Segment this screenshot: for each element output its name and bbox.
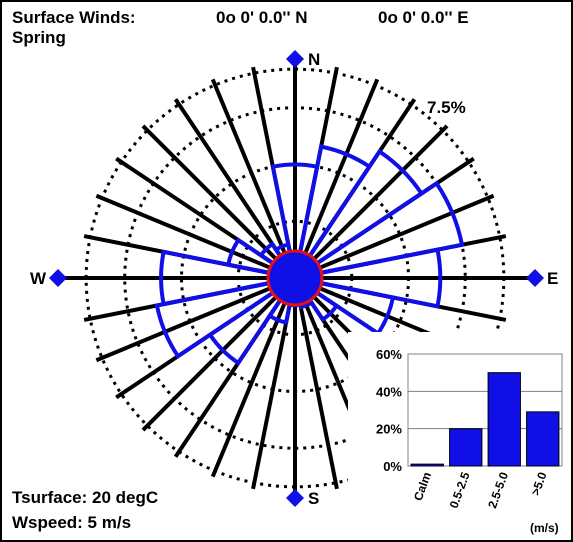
latitude-label: 0o 0' 0.0'' N (216, 8, 308, 27)
inset-category-label: Calm (411, 470, 434, 502)
chart-title: Surface Winds: (12, 8, 136, 27)
direction-spoke (141, 276, 297, 432)
direction-spoke (293, 277, 339, 490)
speed-bar-3 (526, 411, 560, 467)
inset-category-label: 2.5-5.0 (485, 470, 511, 510)
inset-ytick-label: 60% (376, 347, 402, 362)
wind-sector-157.5 (293, 276, 315, 310)
wind-sector-337.5 (273, 242, 297, 280)
compass-label-e: E (547, 269, 558, 288)
wind-sector-270 (159, 249, 296, 307)
compass-marker-e (526, 269, 544, 287)
wind-sector-315 (258, 241, 297, 280)
inset-plot-frame (407, 353, 563, 467)
speed-distribution-chart: 0% 20% 40% 60% Calm 0.5-2.5 2.5-5.0 >5.0 (m/s) (376, 347, 563, 535)
wind-sector-90 (294, 247, 443, 309)
direction-spoke (141, 124, 297, 280)
speed-bar-0 (410, 463, 444, 467)
direction-spoke (95, 193, 296, 280)
compass-label-n: N (308, 50, 320, 69)
speed-bar-1 (449, 428, 483, 467)
wind-sector-67.5 (293, 180, 465, 280)
longitude-label: 0o 0' 0.0'' E (378, 8, 469, 27)
calm-circle (266, 249, 324, 307)
direction-spoke (95, 276, 296, 363)
inset-ytick-label: 40% (376, 384, 402, 399)
direction-spoke (293, 78, 380, 279)
inset-x-axis-label: (m/s) (530, 521, 559, 535)
compass-label-w: W (30, 269, 47, 288)
speed-bar-2 (487, 372, 521, 467)
inset-category-label: 0.5-2.5 (447, 470, 473, 510)
compass-label-s: S (308, 489, 319, 508)
season-label: Spring (12, 28, 66, 47)
wind-sector-292.5 (225, 237, 297, 280)
compass-marker-w (49, 269, 67, 287)
speed-distribution-inset: 0% 20% 40% 60% Calm 0.5-2.5 2.5-5.0 >5.0 (m/s) (348, 332, 571, 540)
compass-marker-s (286, 489, 304, 507)
direction-spoke (293, 124, 449, 280)
compass-marker-n (286, 50, 304, 68)
wind-sector-247.5 (154, 276, 297, 359)
wind-speed-label: Wspeed: 5 m/s (12, 513, 132, 532)
wind-sector-135 (293, 276, 340, 323)
inset-category-label: >5.0 (528, 470, 549, 497)
direction-spoke (210, 277, 297, 478)
inset-ytick-label: 0% (383, 459, 402, 474)
direction-spoke (294, 193, 495, 280)
surface-temperature-label: Tsurface: 20 degC (12, 488, 159, 507)
inset-ytick-label: 20% (376, 422, 402, 437)
ring-label: 7.5% (427, 98, 466, 117)
